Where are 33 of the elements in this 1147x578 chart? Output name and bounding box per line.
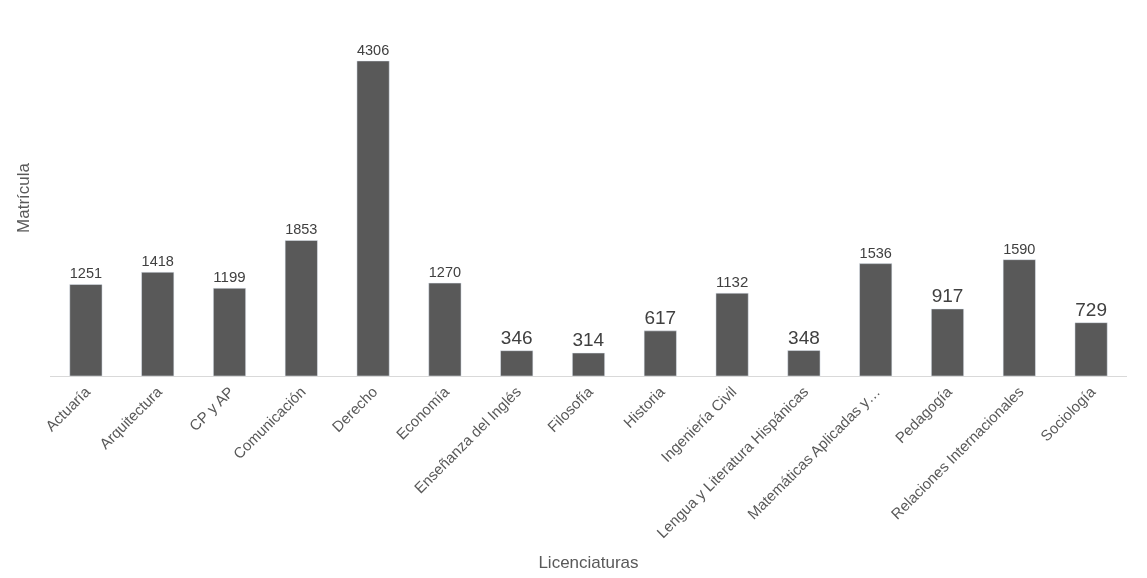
bar [859, 263, 893, 376]
bar [1074, 322, 1108, 376]
bar [284, 240, 318, 376]
data-label: 1536 [859, 244, 892, 261]
data-label: 348 [788, 326, 820, 348]
data-label: 1251 [69, 265, 103, 282]
bar [715, 292, 749, 376]
data-label: 1853 [285, 221, 318, 238]
x-axis-title: Licenciaturas [538, 552, 639, 572]
data-label: 1270 [428, 264, 462, 281]
bar [643, 330, 677, 376]
data-label: 1199 [213, 268, 246, 286]
bar [428, 282, 462, 376]
y-axis-title: Matrícula [13, 162, 33, 233]
data-label: 1590 [1003, 240, 1036, 257]
bar [1002, 259, 1036, 376]
data-label: 617 [644, 306, 677, 328]
bar [500, 350, 534, 376]
data-label: 729 [1075, 298, 1107, 320]
bar [141, 272, 175, 376]
data-label: 346 [500, 326, 533, 348]
data-label: 314 [572, 329, 605, 351]
x-tick-label: CP y AP [185, 382, 237, 435]
data-label: 1418 [141, 253, 174, 270]
bar [787, 350, 821, 376]
bar [572, 352, 605, 376]
data-label: 1132 [715, 273, 749, 291]
data-label: 4306 [356, 41, 390, 58]
bar [69, 284, 103, 376]
bar [356, 60, 390, 376]
bar [931, 308, 964, 376]
data-label: 917 [931, 284, 964, 306]
bar [213, 288, 246, 376]
